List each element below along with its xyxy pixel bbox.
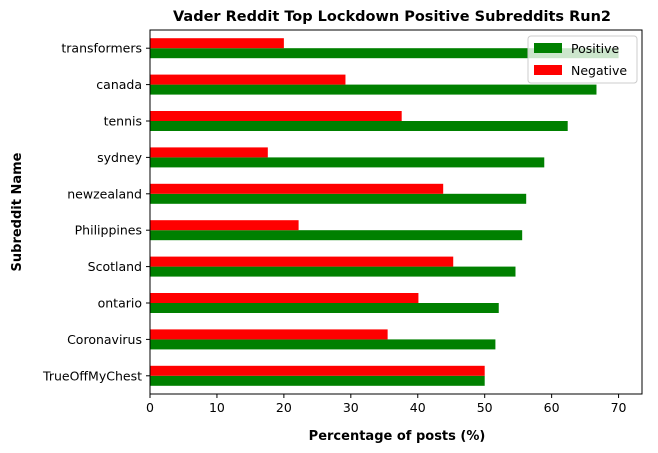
bar-negative-canada [150, 74, 346, 85]
chart-title: Vader Reddit Top Lockdown Positive Subre… [173, 9, 611, 25]
y-tick-label: tennis [104, 114, 142, 129]
bar-negative-newzealand [150, 183, 444, 194]
bar-positive-philippines [150, 230, 523, 241]
x-tick-label: 50 [477, 400, 493, 415]
x-tick-label: 0 [146, 400, 154, 415]
bar-negative-scotland [150, 256, 454, 267]
x-tick-label: 30 [343, 400, 359, 415]
bar-positive-canada [150, 84, 597, 95]
bar-negative-trueoffmychest [150, 365, 485, 376]
bar-positive-trueoffmychest [150, 375, 485, 386]
bar-negative-sydney [150, 147, 268, 158]
bar-positive-coronavirus [150, 339, 496, 350]
x-tick-label: 60 [544, 400, 560, 415]
y-tick-label: TrueOffMyChest [42, 368, 142, 383]
bars-group [150, 38, 619, 386]
bar-positive-transformers [150, 48, 619, 59]
legend-swatch-positive [534, 43, 562, 53]
y-tick-label: transformers [61, 41, 142, 56]
x-tick-label: 20 [276, 400, 292, 415]
bar-positive-sydney [150, 157, 545, 168]
bar-negative-ontario [150, 293, 419, 303]
x-ticks-group: 0 10 20 30 40 50 60 70 [146, 394, 627, 415]
y-tick-label: Scotland [88, 259, 142, 274]
y-ticks-group: TrueOffMyChest Coronavirus ontario Scotland… [42, 41, 150, 383]
bar-negative-transformers [150, 38, 284, 49]
bar-negative-tennis [150, 111, 402, 121]
legend: Positive Negative [527, 35, 638, 84]
bar-negative-coronavirus [150, 329, 388, 340]
bar-positive-tennis [150, 121, 568, 131]
y-axis-title: Subreddit Name [10, 152, 25, 271]
y-tick-label: ontario [98, 296, 142, 311]
y-tick-label: sydney [97, 150, 142, 165]
bar-positive-scotland [150, 266, 516, 277]
y-tick-label: newzealand [67, 186, 142, 201]
y-tick-label: Coronavirus [67, 332, 142, 347]
x-tick-label: 70 [611, 400, 627, 415]
legend-label-positive: Positive [571, 41, 619, 56]
y-tick-label: Philippines [75, 223, 142, 238]
x-axis-title: Percentage of posts (%) [309, 429, 486, 444]
legend-swatch-negative [534, 65, 562, 75]
x-tick-label: 10 [209, 400, 225, 415]
plot-frame [149, 29, 643, 395]
bar-positive-newzealand [150, 193, 527, 204]
legend-label-negative: Negative [571, 63, 627, 78]
x-tick-label: 40 [410, 400, 426, 415]
y-tick-label: canada [96, 77, 142, 92]
bar-negative-philippines [150, 220, 299, 231]
bar-positive-ontario [150, 303, 499, 313]
